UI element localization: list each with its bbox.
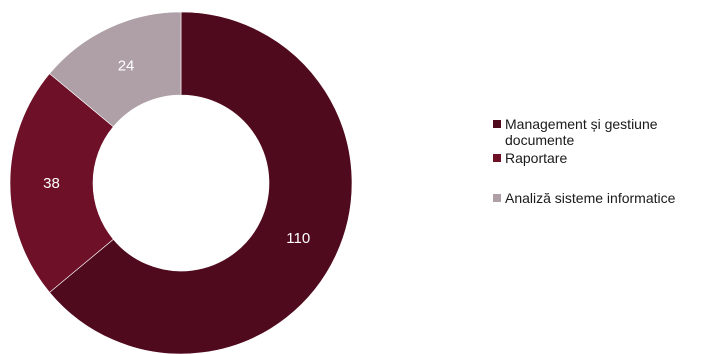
data-label-analiza: 24 bbox=[118, 58, 135, 75]
legend-item-analiza: Analiză sisteme informatice bbox=[493, 190, 728, 206]
legend-swatch-analiza bbox=[493, 194, 501, 202]
donut-slice-analiza bbox=[49, 11, 182, 128]
legend-swatch-management bbox=[493, 120, 501, 128]
donut-slice-management bbox=[49, 11, 353, 354]
legend-label-raportare: Raportare bbox=[505, 150, 568, 166]
legend-swatch-raportare bbox=[493, 154, 501, 162]
legend-label-analiza: Analiză sisteme informatice bbox=[505, 190, 676, 206]
legend-label-management: Management și gestiune documente bbox=[505, 116, 658, 148]
data-label-raportare: 38 bbox=[43, 175, 60, 192]
data-label-management: 110 bbox=[286, 230, 310, 247]
chart-legend: Management și gestiune documente Raporta… bbox=[493, 116, 728, 206]
legend-item-management: Management și gestiune documente bbox=[493, 116, 728, 150]
legend-item-raportare: Raportare bbox=[493, 150, 728, 190]
donut-slice-raportare bbox=[9, 73, 114, 293]
